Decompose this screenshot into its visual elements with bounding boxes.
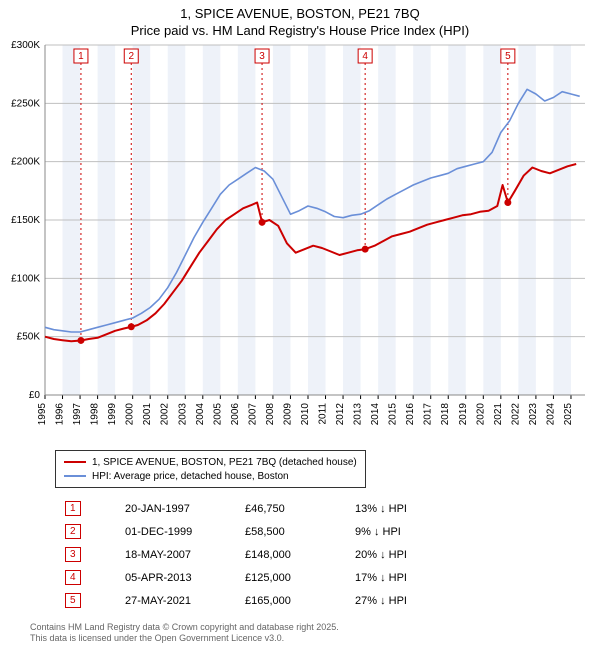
row-price: £125,000 — [245, 566, 355, 589]
table-row: 4 05-APR-2013£125,00017% ↓ HPI — [65, 566, 455, 589]
x-tick-label: 2009 — [282, 403, 293, 426]
footer-attribution: Contains HM Land Registry data © Crown c… — [30, 622, 339, 645]
legend-swatch — [64, 475, 86, 477]
marker-badge: 3 — [259, 51, 265, 62]
x-tick-label: 2005 — [212, 403, 223, 426]
row-delta: 9% ↓ HPI — [355, 520, 455, 543]
x-tick-label: 2010 — [300, 403, 311, 426]
x-tick-label: 2025 — [563, 403, 574, 426]
x-tick-label: 2007 — [247, 403, 258, 426]
x-tick-label: 2021 — [493, 403, 504, 426]
y-tick-label: £200K — [11, 157, 40, 168]
x-tick-label: 2024 — [545, 403, 556, 426]
row-badge: 2 — [65, 524, 81, 539]
row-price: £148,000 — [245, 543, 355, 566]
chart-title-subtitle: Price paid vs. HM Land Registry's House … — [10, 23, 590, 38]
table-row: 2 01-DEC-1999£58,5009% ↓ HPI — [65, 520, 455, 543]
y-tick-label: £50K — [17, 332, 41, 343]
legend-label: HPI: Average price, detached house, Bost… — [92, 471, 289, 482]
chart-svg: £0 £50K £100K £150K £200K £250K £300K 1995 1996 1… — [0, 40, 600, 450]
x-tick-label: 2016 — [405, 403, 416, 426]
row-badge: 5 — [65, 593, 81, 608]
x-tick-label: 2004 — [195, 403, 206, 426]
row-badge: 1 — [65, 501, 81, 516]
chart-title-block: 1, SPICE AVENUE, BOSTON, PE21 7BQ Price … — [0, 0, 600, 40]
x-tick-label: 2023 — [528, 403, 539, 426]
chart-title-address: 1, SPICE AVENUE, BOSTON, PE21 7BQ — [10, 6, 590, 21]
table-row: 1 20-JAN-1997£46,75013% ↓ HPI — [65, 497, 455, 520]
x-tick-label: 2006 — [230, 403, 241, 426]
row-date: 20-JAN-1997 — [125, 497, 245, 520]
x-tick-label: 2001 — [142, 403, 153, 426]
x-tick-label: 2015 — [388, 403, 399, 426]
x-tick-label: 2012 — [335, 403, 346, 426]
marker-badge: 2 — [128, 51, 134, 62]
marker-badge: 5 — [505, 51, 511, 62]
legend-box: 1, SPICE AVENUE, BOSTON, PE21 7BQ (detac… — [55, 450, 366, 488]
legend-swatch — [64, 461, 86, 463]
row-delta: 27% ↓ HPI — [355, 589, 455, 612]
x-tick-label: 1998 — [90, 403, 101, 426]
marker-badge: 4 — [362, 51, 368, 62]
y-tick-label: £0 — [29, 390, 41, 401]
y-tick-label: £150K — [11, 215, 40, 226]
row-delta: 13% ↓ HPI — [355, 497, 455, 520]
y-tick-label: £250K — [11, 98, 40, 109]
row-price: £46,750 — [245, 497, 355, 520]
legend-row: HPI: Average price, detached house, Bost… — [64, 469, 357, 483]
x-tick-label: 2022 — [510, 403, 521, 426]
x-tick-label: 1997 — [72, 403, 83, 426]
row-date: 18-MAY-2007 — [125, 543, 245, 566]
x-tick-label: 1995 — [37, 403, 48, 426]
footer-line2: This data is licensed under the Open Gov… — [30, 633, 339, 644]
row-badge: 4 — [65, 570, 81, 585]
row-date: 01-DEC-1999 — [125, 520, 245, 543]
legend-row: 1, SPICE AVENUE, BOSTON, PE21 7BQ (detac… — [64, 455, 357, 469]
table-row: 5 27-MAY-2021£165,00027% ↓ HPI — [65, 589, 455, 612]
table-row: 3 18-MAY-2007£148,00020% ↓ HPI — [65, 543, 455, 566]
x-tick-label: 2013 — [353, 403, 364, 426]
legend-label: 1, SPICE AVENUE, BOSTON, PE21 7BQ (detac… — [92, 457, 357, 468]
row-price: £165,000 — [245, 589, 355, 612]
row-price: £58,500 — [245, 520, 355, 543]
x-tick-label: 2000 — [125, 403, 136, 426]
x-tick-label: 2014 — [370, 403, 381, 426]
x-tick-label: 2002 — [160, 403, 171, 426]
x-tick-label: 2008 — [265, 403, 276, 426]
footer-line1: Contains HM Land Registry data © Crown c… — [30, 622, 339, 633]
row-delta: 20% ↓ HPI — [355, 543, 455, 566]
x-tick-label: 2003 — [177, 403, 188, 426]
x-tick-label: 2020 — [475, 403, 486, 426]
y-tick-label: £300K — [11, 40, 40, 51]
row-date: 05-APR-2013 — [125, 566, 245, 589]
y-tick-label: £100K — [11, 273, 40, 284]
x-tick-label: 2018 — [440, 403, 451, 426]
x-tick-label: 1999 — [107, 403, 118, 426]
row-delta: 17% ↓ HPI — [355, 566, 455, 589]
marker-badge: 1 — [78, 51, 84, 62]
row-date: 27-MAY-2021 — [125, 589, 245, 612]
x-tick-label: 1996 — [55, 403, 66, 426]
x-tick-label: 2017 — [423, 403, 434, 426]
transaction-table: 1 20-JAN-1997£46,75013% ↓ HPI 2 01-DEC-1999… — [65, 497, 455, 612]
row-badge: 3 — [65, 547, 81, 562]
x-tick-label: 2011 — [318, 403, 329, 425]
x-tick-label: 2019 — [458, 403, 469, 426]
chart-area: £0 £50K £100K £150K £200K £250K £300K 1995 1996 1… — [0, 40, 600, 450]
